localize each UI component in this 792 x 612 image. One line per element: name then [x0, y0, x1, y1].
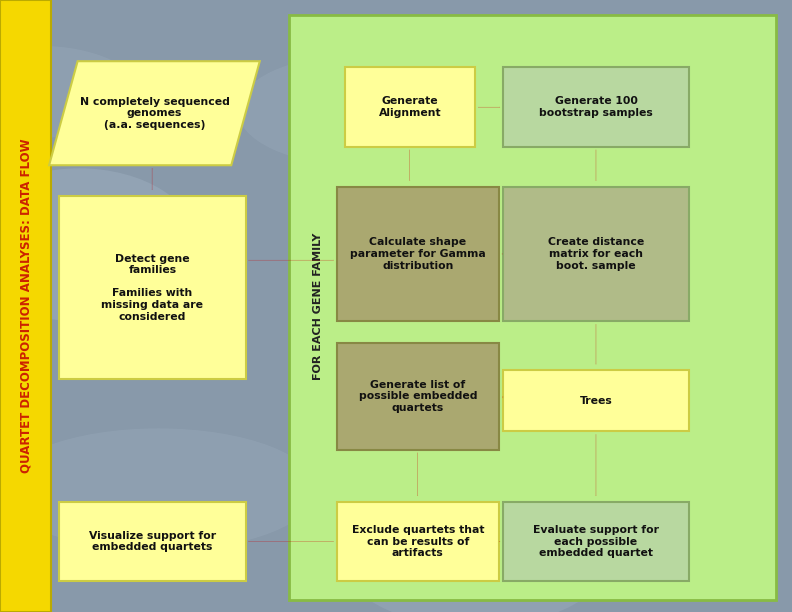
Ellipse shape	[337, 474, 614, 612]
Text: FOR EACH GENE FAMILY: FOR EACH GENE FAMILY	[314, 233, 323, 379]
Bar	[337, 187, 499, 321]
Bar	[337, 343, 499, 450]
Bar	[59, 196, 246, 379]
Text: Calculate shape
parameter for Gamma
distribution: Calculate shape parameter for Gamma dist…	[350, 237, 485, 271]
Text: Generate 100
bootstrap samples: Generate 100 bootstrap samples	[539, 96, 653, 118]
Polygon shape	[49, 61, 260, 165]
Bar	[503, 67, 689, 147]
Bar	[503, 187, 689, 321]
Text: Evaluate support for
each possible
embedded quartet: Evaluate support for each possible embed…	[533, 525, 659, 558]
Bar	[0, 0, 51, 612]
Bar	[289, 15, 776, 600]
Text: QUARTET DECOMPOSITION ANALYSES: DATA FLOW: QUARTET DECOMPOSITION ANALYSES: DATA FLO…	[20, 139, 32, 473]
Ellipse shape	[297, 184, 574, 367]
Text: Visualize support for
embedded quartets: Visualize support for embedded quartets	[89, 531, 216, 553]
Text: Exclude quartets that
can be results of
artifacts: Exclude quartets that can be results of …	[352, 525, 484, 558]
Text: N completely sequenced
genomes
(a.a. sequences): N completely sequenced genomes (a.a. seq…	[79, 97, 230, 130]
Text: Generate
Alignment: Generate Alignment	[379, 96, 441, 118]
Bar	[503, 502, 689, 581]
Bar	[345, 67, 475, 147]
Ellipse shape	[0, 428, 317, 551]
Text: Trees: Trees	[580, 396, 612, 406]
Bar	[59, 502, 246, 581]
Bar	[337, 502, 499, 581]
Ellipse shape	[238, 55, 475, 165]
Ellipse shape	[455, 92, 653, 214]
Text: Detect gene
families

Families with
missing data are
considered: Detect gene families Families with missi…	[101, 253, 204, 322]
Ellipse shape	[0, 168, 198, 321]
Text: Create distance
matrix for each
boot. sample: Create distance matrix for each boot. sa…	[548, 237, 644, 271]
Bar	[503, 370, 689, 431]
Text: Generate list of
possible embedded
quartets: Generate list of possible embedded quart…	[359, 379, 477, 413]
Ellipse shape	[0, 46, 139, 138]
